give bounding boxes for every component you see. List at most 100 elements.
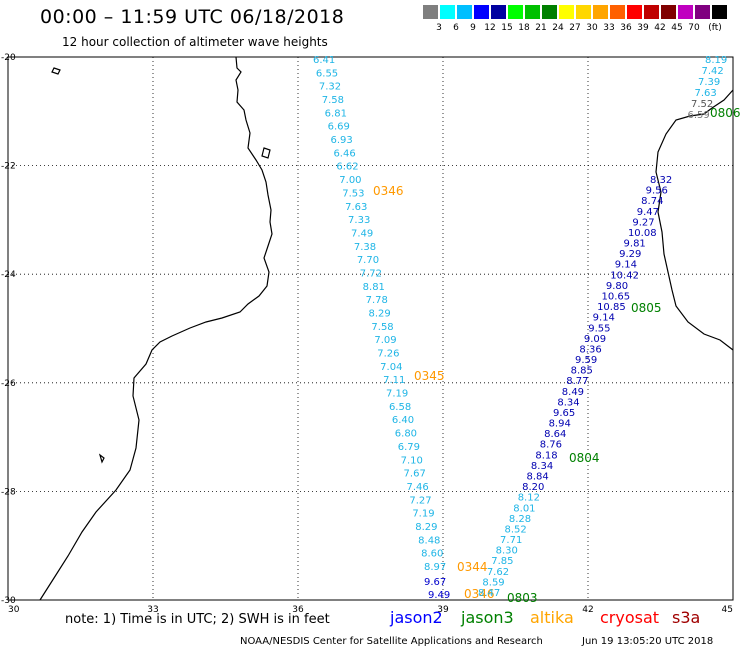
swh-label: 7.72 xyxy=(360,268,382,279)
swh-label: 9.80 xyxy=(606,281,628,292)
legend-label: 36 xyxy=(620,23,632,33)
swh-label: 8.85 xyxy=(571,366,593,377)
swh-label: 7.32 xyxy=(319,82,341,93)
swh-label: 7.62 xyxy=(487,567,509,578)
swh-label: 8.94 xyxy=(549,419,571,430)
lon-tick-label: 30 xyxy=(8,605,20,615)
track-time-label: 0346 xyxy=(373,184,404,198)
legend-swatch xyxy=(576,5,591,19)
swh-label: 7.19 xyxy=(386,389,408,400)
swh-label: 7.46 xyxy=(406,482,428,493)
legend-label: 30 xyxy=(586,23,598,33)
swh-label: 9.65 xyxy=(553,408,575,419)
swh-label: 7.10 xyxy=(401,455,423,466)
generation-timestamp: Jun 19 13:05:20 UTC 2018 xyxy=(582,636,714,647)
lat-tick-label: -28 xyxy=(1,487,16,497)
lon-tick-label: 39 xyxy=(437,605,449,615)
swh-label: 8.49 xyxy=(562,387,584,398)
swh-label: 9.81 xyxy=(624,239,646,250)
lon-tick-label: 45 xyxy=(722,605,733,615)
swh-label: 8.29 xyxy=(369,309,391,320)
swh-label: 9.29 xyxy=(619,249,641,260)
swh-label: 7.70 xyxy=(357,255,379,266)
swh-label: 6.46 xyxy=(333,148,355,159)
madagascar-coastline xyxy=(655,89,734,351)
swh-label: 7.67 xyxy=(404,469,426,480)
swh-label: 6.81 xyxy=(325,108,347,119)
legend-swatch xyxy=(610,5,625,19)
swh-label: 6.93 xyxy=(331,135,353,146)
lon-tick-label: 42 xyxy=(582,605,593,615)
swh-label: 8.34 xyxy=(531,461,553,472)
note-text: note: 1) Time is in UTC; 2) SWH is in fe… xyxy=(65,612,330,627)
legend-swatch xyxy=(712,5,727,19)
legend-swatch xyxy=(559,5,574,19)
swh-label: 8.64 xyxy=(544,429,566,440)
swh-label: 9.67 xyxy=(424,577,446,588)
legend-swatch xyxy=(457,5,472,19)
page-title: 00:00 – 11:59 UTC 06/18/2018 xyxy=(40,6,345,28)
track-time-label: 0344 xyxy=(457,560,488,574)
lon-tick-label: 36 xyxy=(292,605,304,615)
page-subtitle: 12 hour collection of altimeter wave hei… xyxy=(62,35,328,49)
track-time-label: 0806 xyxy=(710,106,740,120)
legend-label: 24 xyxy=(552,23,564,33)
legend-label: 9 xyxy=(470,23,476,33)
lat-tick-label: -24 xyxy=(1,270,16,280)
track-time-label: 0346 xyxy=(464,587,495,601)
swh-label: 9.14 xyxy=(615,260,637,271)
swh-label: 10.42 xyxy=(610,270,639,281)
swh-label: 10.85 xyxy=(597,302,626,313)
legend-swatch xyxy=(695,5,710,19)
lat-tick-label: -22 xyxy=(1,162,16,172)
track-time-label: 0805 xyxy=(631,301,662,315)
african-coastline xyxy=(39,56,273,601)
map-grid xyxy=(8,57,733,600)
lon-tick-label: 33 xyxy=(147,605,158,615)
swh-label: 8.47 xyxy=(478,588,500,599)
island-outline xyxy=(51,67,61,75)
swh-label: 8.84 xyxy=(527,472,549,483)
swh-label: 6.69 xyxy=(328,122,350,133)
swh-label: 8.74 xyxy=(641,196,663,207)
swh-label: 7.49 xyxy=(351,228,373,239)
swh-label: 7.27 xyxy=(409,495,431,506)
track-time-label: 0345 xyxy=(414,369,445,383)
swh-label: 7.63 xyxy=(695,88,717,99)
legend-label: 39 xyxy=(637,23,649,33)
swh-label: 8.76 xyxy=(540,440,562,451)
swh-label: 7.78 xyxy=(366,295,388,306)
legend-swatch xyxy=(525,5,540,19)
legend-swatch xyxy=(423,5,438,19)
legend-swatch xyxy=(627,5,642,19)
swh-label: 7.09 xyxy=(374,335,396,346)
track-labels: 6.41 6.55 7.32 7.58 6.81 6.69 6.93 6.46 6.62 7.00… xyxy=(313,55,740,605)
legend-label: 45 xyxy=(671,23,683,33)
legend-label: 27 xyxy=(569,23,581,33)
swh-label: 7.85 xyxy=(491,556,513,567)
lat-tick-label: -26 xyxy=(1,379,16,389)
satellite-jason3: jason3 xyxy=(461,608,514,627)
swh-label: 8.81 xyxy=(363,282,385,293)
legend-label: 33 xyxy=(603,23,615,33)
swh-label: 8.30 xyxy=(496,546,518,557)
swh-label: 7.19 xyxy=(412,509,434,520)
legend-swatch xyxy=(508,5,523,19)
legend-swatch xyxy=(661,5,676,19)
legend-swatch xyxy=(593,5,608,19)
legend-swatch xyxy=(644,5,659,19)
legend-label: 70 xyxy=(688,23,700,33)
swh-label: 8.01 xyxy=(513,503,535,514)
swh-label: 9.49 xyxy=(428,590,450,601)
swh-label: 6.79 xyxy=(398,442,420,453)
swh-label: 9.14 xyxy=(593,313,615,324)
swh-label: 8.36 xyxy=(579,344,601,355)
swh-label: 6.41 xyxy=(313,55,335,66)
swh-label: 6.40 xyxy=(392,415,414,426)
lat-tick-label: -20 xyxy=(1,53,16,63)
swh-label: 8.77 xyxy=(566,376,588,387)
track-time-label: 0804 xyxy=(569,451,600,465)
track-time-label: 0803 xyxy=(507,591,538,605)
